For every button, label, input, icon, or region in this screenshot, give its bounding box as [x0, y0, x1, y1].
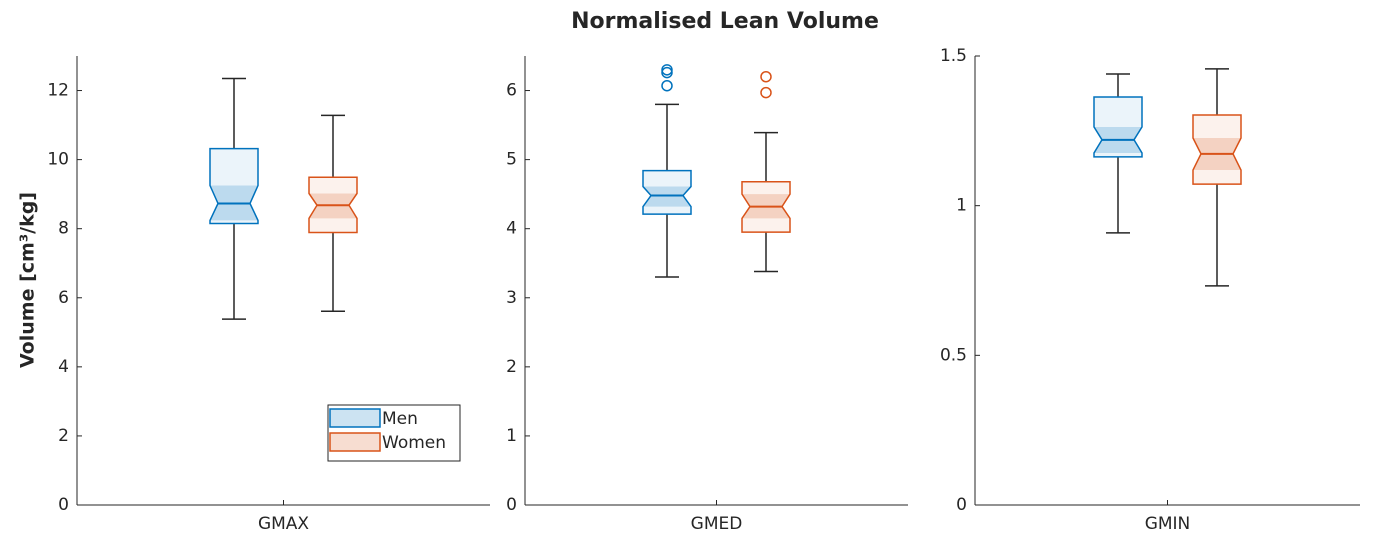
y-tick-label: 0 — [506, 495, 517, 515]
outlier — [661, 66, 673, 79]
y-tick-label: 2 — [506, 357, 517, 377]
legend-swatch — [329, 432, 381, 452]
y-tick-label: 0.5 — [940, 345, 967, 365]
y-tick-label: 12 — [47, 81, 69, 101]
y-tick-label: 6 — [58, 288, 69, 308]
y-tick-label: 1 — [506, 426, 517, 446]
legend-swatch — [329, 408, 381, 428]
notch — [643, 186, 691, 207]
box — [642, 169, 692, 215]
legend-label: Women — [382, 433, 446, 453]
y-tick-label: 1.5 — [940, 46, 967, 66]
outlier — [661, 79, 673, 92]
y-tick-label: 0 — [58, 495, 69, 515]
y-tick-label: 4 — [506, 219, 517, 239]
y-tick-label: 0 — [956, 495, 967, 515]
y-tick-label: 4 — [58, 357, 69, 377]
box — [209, 147, 259, 225]
legend-label: Men — [382, 409, 418, 429]
x-tick-label: GMIN — [1145, 514, 1191, 534]
y-axis-label: Volume [cm³/kg] — [17, 192, 39, 368]
outlier — [760, 86, 772, 99]
y-tick-label: 8 — [58, 219, 69, 239]
y-tick-label: 2 — [58, 426, 69, 446]
y-tick-label: 10 — [47, 150, 69, 170]
box — [1093, 96, 1143, 158]
x-tick-label: GMED — [691, 514, 743, 534]
y-tick-label: 6 — [506, 81, 517, 101]
box — [1192, 114, 1242, 185]
outlier — [760, 70, 772, 83]
x-tick-label: GMAX — [258, 514, 309, 534]
y-tick-label: 1 — [956, 196, 967, 216]
chart-title: Normalised Lean Volume — [571, 9, 879, 34]
y-tick-label: 5 — [506, 150, 517, 170]
y-tick-label: 3 — [506, 288, 517, 308]
